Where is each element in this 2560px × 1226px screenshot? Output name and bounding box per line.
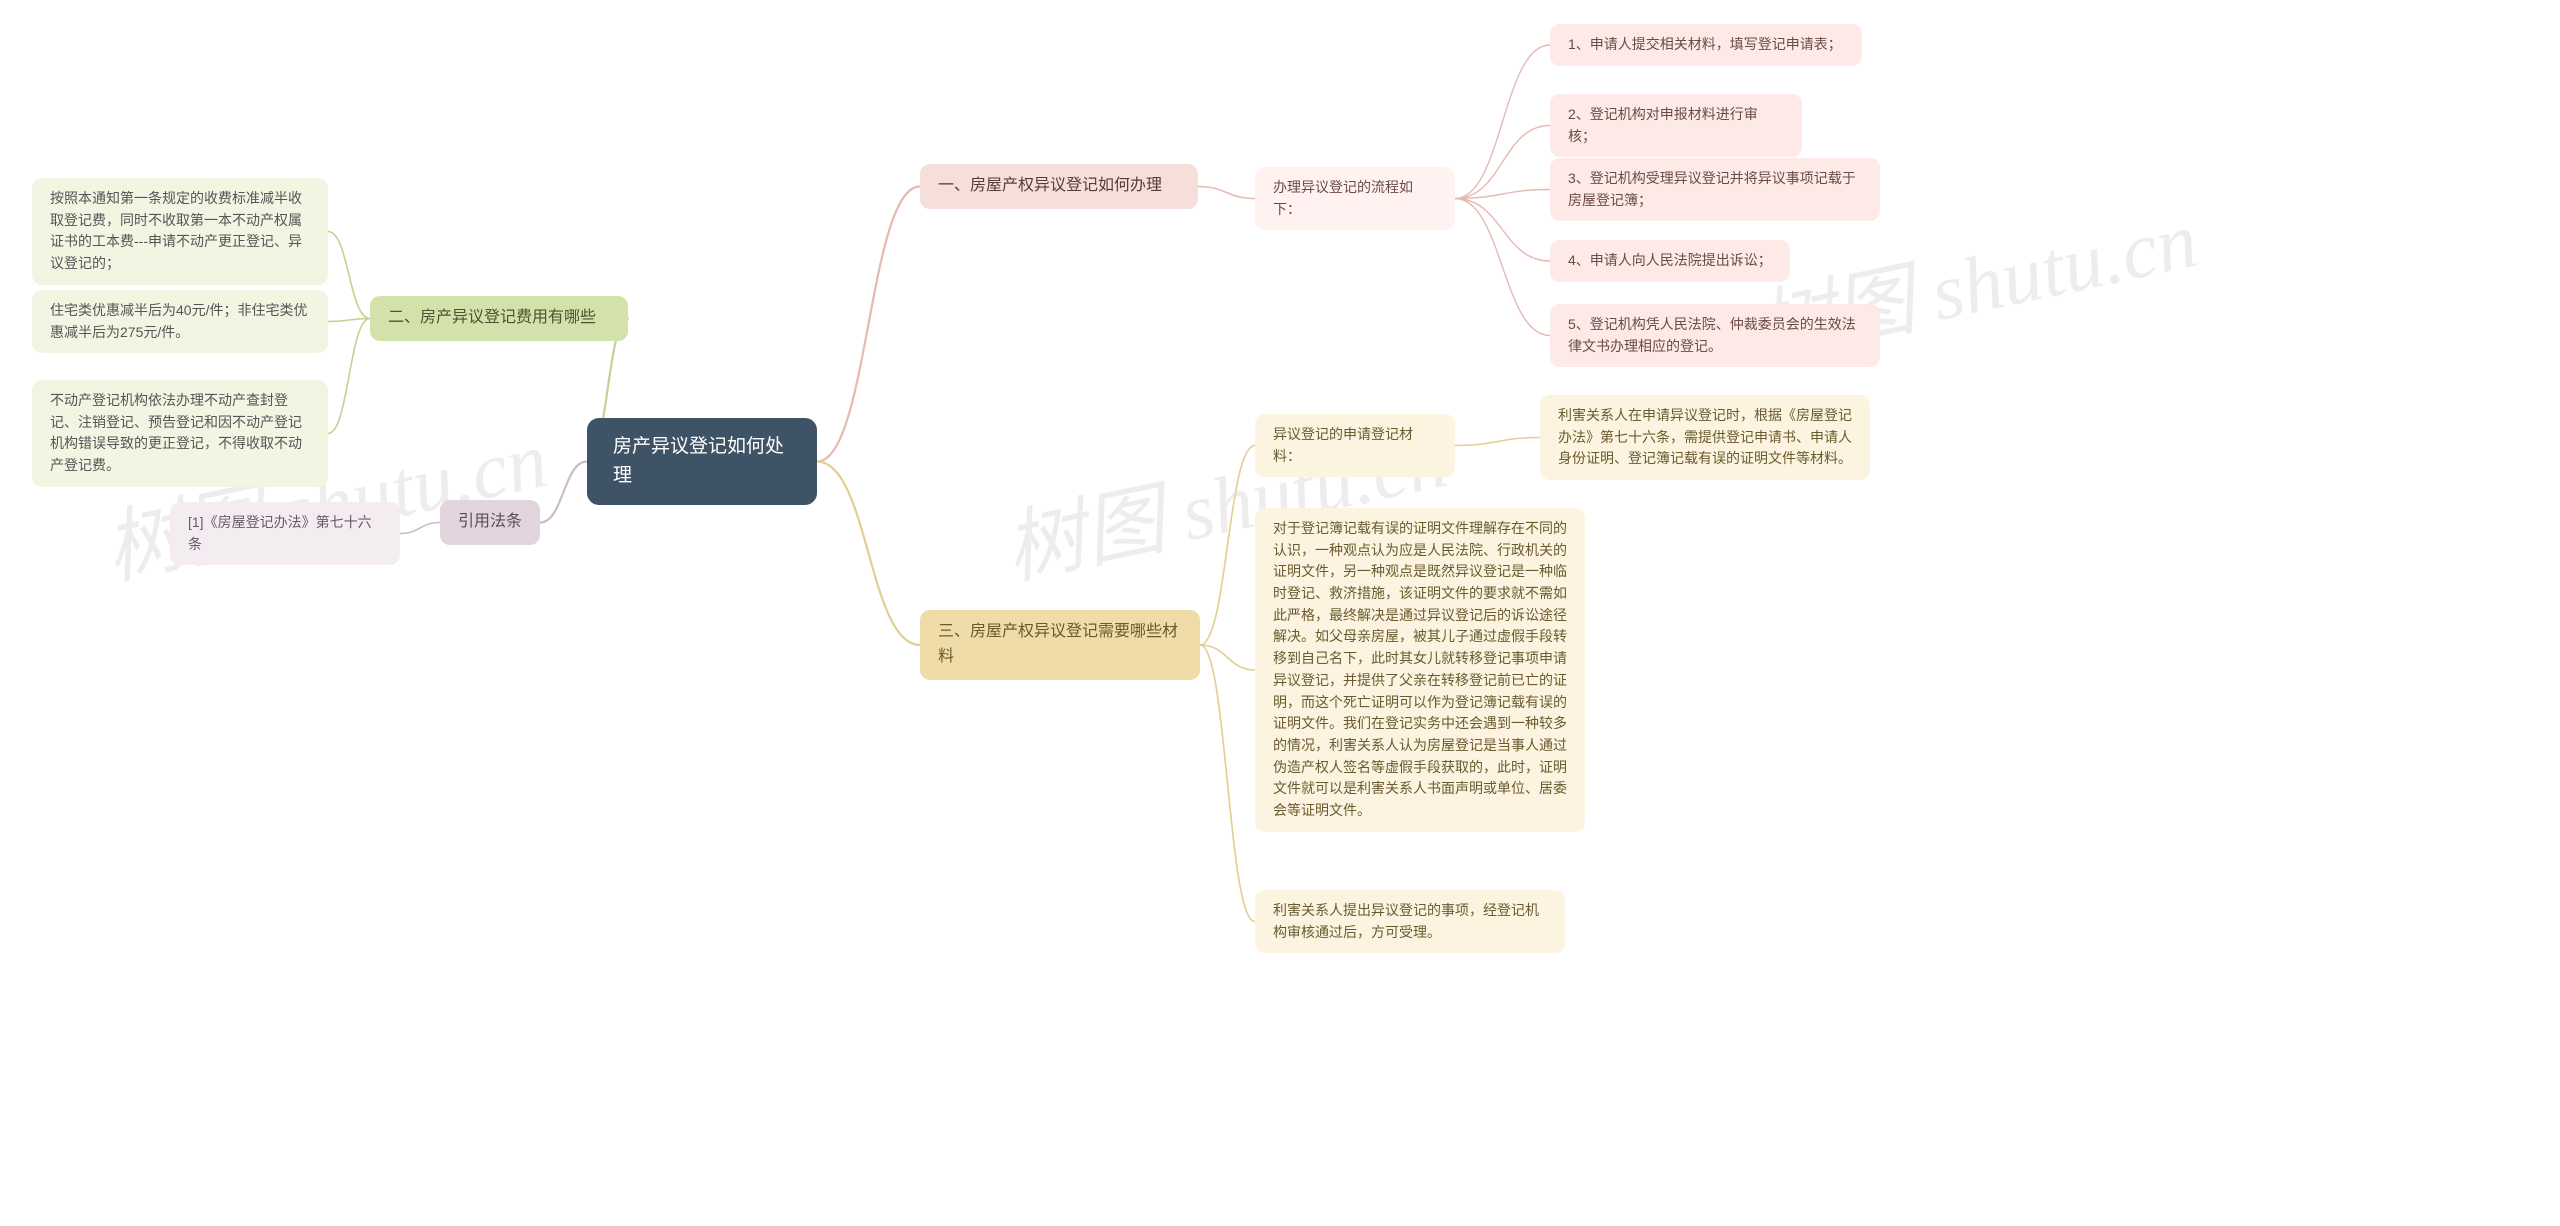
root-node[interactable]: 房产异议登记如何处理 <box>587 418 817 505</box>
leaf-node[interactable]: 3、登记机构受理异议登记并将异议事项记载于房屋登记簿； <box>1550 158 1880 221</box>
leaf-node[interactable]: 住宅类优惠减半后为40元/件；非住宅类优惠减半后为275元/件。 <box>32 290 328 353</box>
leaf-node[interactable]: 利害关系人提出异议登记的事项，经登记机构审核通过后，方可受理。 <box>1255 890 1565 953</box>
leaf-node[interactable]: 利害关系人在申请异议登记时，根据《房屋登记办法》第七十六条，需提供登记申请书、申… <box>1540 395 1870 480</box>
leaf-node[interactable]: 对于登记簿记载有误的证明文件理解存在不同的认识，一种观点认为应是人民法院、行政机… <box>1255 508 1585 832</box>
branch-node[interactable]: 引用法条 <box>440 500 540 545</box>
leaf-node[interactable]: 按照本通知第一条规定的收费标准减半收取登记费，同时不收取第一本不动产权属证书的工… <box>32 178 328 285</box>
branch-node[interactable]: 一、房屋产权异议登记如何办理 <box>920 164 1198 209</box>
leaf-node[interactable]: 4、申请人向人民法院提出诉讼； <box>1550 240 1790 282</box>
leaf-node[interactable]: [1]《房屋登记办法》第七十六条 <box>170 502 400 565</box>
branch-node[interactable]: 二、房产异议登记费用有哪些 <box>370 296 628 341</box>
leaf-node[interactable]: 异议登记的申请登记材料： <box>1255 414 1455 477</box>
leaf-node[interactable]: 5、登记机构凭人民法院、仲裁委员会的生效法律文书办理相应的登记。 <box>1550 304 1880 367</box>
leaf-node[interactable]: 2、登记机构对申报材料进行审核； <box>1550 94 1802 157</box>
leaf-node[interactable]: 不动产登记机构依法办理不动产查封登记、注销登记、预告登记和因不动产登记机构错误导… <box>32 380 328 487</box>
leaf-node[interactable]: 办理异议登记的流程如下： <box>1255 167 1455 230</box>
leaf-node[interactable]: 1、申请人提交相关材料，填写登记申请表； <box>1550 24 1862 66</box>
branch-node[interactable]: 三、房屋产权异议登记需要哪些材料 <box>920 610 1200 680</box>
